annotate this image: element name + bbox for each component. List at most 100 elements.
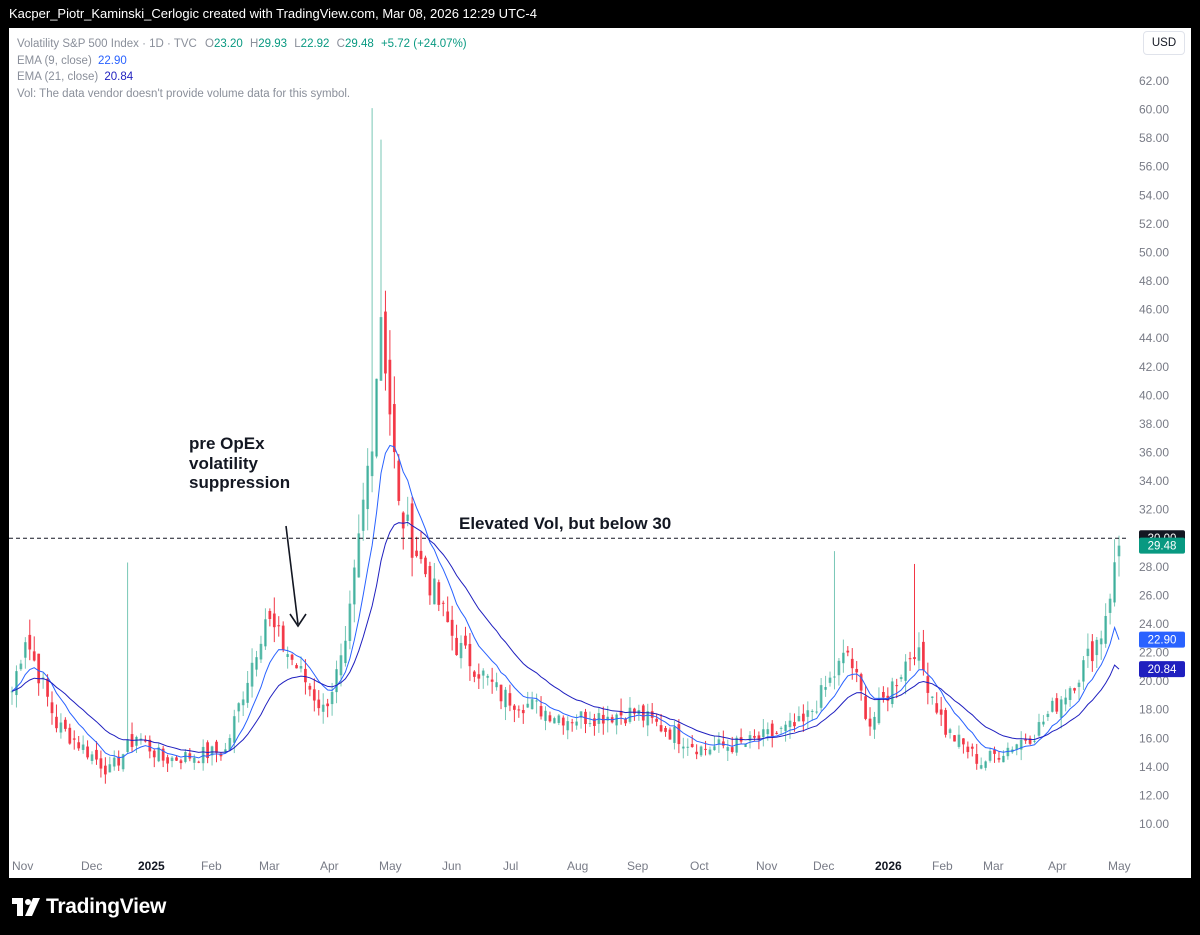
annotation-arrowhead [289,613,307,628]
candle-body [304,668,307,683]
candle-body [468,643,472,667]
candle-body [1086,648,1090,657]
candle-body [424,557,427,575]
legend-symbol-row[interactable]: Volatility S&P 500 Index · 1D · TVC O23.… [17,36,467,53]
candle-body [410,503,414,558]
candle-body [970,746,974,749]
candle-body [753,735,756,738]
candle-body [806,710,810,717]
candle-body [628,707,632,722]
ema21-label[interactable]: EMA (21, close) [17,71,99,83]
candle-body [873,716,876,730]
price-tick-label: 12.00 [1139,788,1169,802]
candle-body [1002,755,1005,763]
candle-body [917,647,921,661]
candle-body [232,716,236,743]
candle-body [521,710,525,714]
candle-body [68,727,72,744]
candle-body [1117,545,1121,557]
candle-body [673,726,676,743]
candle-body [490,679,494,682]
candle-body [441,602,445,604]
time-tick-label: May [379,859,402,873]
candle-body [570,722,574,724]
candle-body [677,724,681,745]
candle-body [561,717,565,726]
candle-body [419,550,423,560]
change-value: +5.72 (+24.07%) [380,38,467,50]
chart-panel[interactable]: Nov Dec 2025 Feb Mar Apr May Jun Jul Aug Sep Oct Nov… [9,28,1191,878]
price-label-ema9 [1139,631,1185,648]
price-tick-label: 18.00 [1139,703,1169,717]
price-label-text: 20.84 [1148,664,1177,676]
caption-text: Kacper_Piotr_Kaminski_Cerlogic created w… [9,6,537,21]
price-tick-label: 14.00 [1139,760,1169,774]
candle-body [241,699,245,706]
candle-body [170,757,174,762]
open-value: 23.20 [213,38,243,50]
candle-body [730,747,734,753]
candle-body [86,746,89,758]
candle-body [455,637,458,656]
symbol-name[interactable]: Volatility S&P 500 Index · 1D · TVC [17,38,197,50]
candle-body [908,658,912,660]
price-label-last-price [1139,537,1185,554]
candle-body [1077,682,1081,688]
high-value: 29.93 [258,38,288,50]
ema9-label[interactable]: EMA (9, close) [17,54,92,67]
candle-body [704,748,707,750]
candle-body [95,749,98,760]
price-chart[interactable]: Nov Dec 2025 Feb Mar Apr May Jun Jul Aug Sep Oct Nov… [9,28,1191,878]
candle-body [246,682,249,703]
candle-body [1028,738,1032,744]
legend-ema9-row[interactable]: EMA (9, close) 22.90 [17,53,467,70]
annotation-text: suppression [189,473,290,492]
candle-body [615,714,618,726]
candle-body [55,716,58,729]
candle-body [1099,638,1103,645]
candle-body [450,619,454,636]
candle-body [224,749,227,753]
candle-body [384,311,387,374]
candle-body [930,696,934,698]
candle-body [50,702,54,714]
candle-body [1068,688,1072,700]
price-tick-label: 40.00 [1139,388,1169,402]
candle-body [664,727,667,732]
candle-body [810,710,814,712]
price-tick-label: 48.00 [1139,274,1169,288]
ema-lines [11,444,1120,759]
candle-body [401,512,405,529]
candle-body [437,582,441,605]
candle-body [770,723,774,737]
candle-body [890,681,894,705]
candle-body [824,687,827,690]
candle-body [197,761,201,763]
candle-body [90,754,94,761]
candle-body [117,756,121,766]
candle-body [175,757,178,761]
currency-button[interactable]: USD [1143,31,1185,55]
close-label: C [336,38,345,50]
candle-body [81,744,85,750]
candle-body [112,757,116,767]
candle-body [690,743,694,748]
candle-body [1037,722,1041,736]
candle-body [544,710,547,721]
candle-body [179,760,183,764]
candle-body [757,735,761,741]
legend-ema21-row[interactable]: EMA (21, close) 20.84 [17,69,467,86]
candle-body [139,738,143,740]
candle-body [495,682,498,688]
candle-body [882,691,885,698]
candle-body [815,711,819,713]
time-tick-label: 2025 [138,859,165,873]
tradingview-logo[interactable]: TradingView [12,895,166,919]
candle-body [721,741,725,746]
price-tick-label: 54.00 [1139,188,1169,202]
candle-body [864,696,867,719]
candle-body [135,736,138,746]
ema9-value: 22.90 [97,54,127,67]
candle-body [63,719,67,729]
